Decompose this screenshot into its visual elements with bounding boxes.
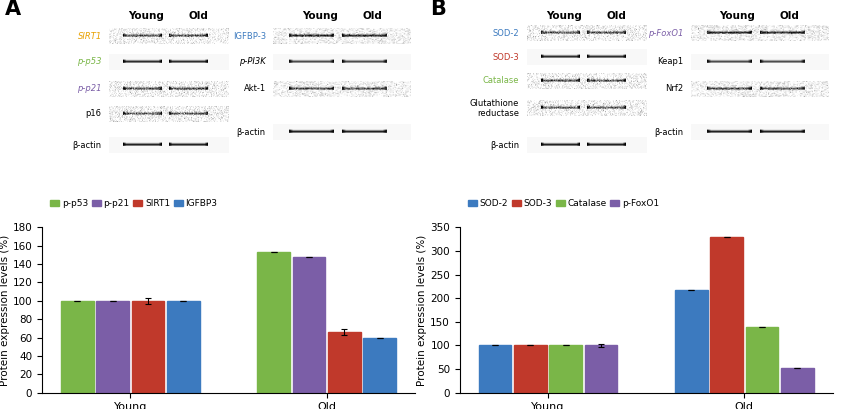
Bar <box>514 346 547 393</box>
Bar <box>257 252 290 393</box>
Text: Akt-1: Akt-1 <box>244 84 266 93</box>
Text: Young: Young <box>720 11 755 21</box>
Text: p16: p16 <box>86 109 102 118</box>
Bar <box>584 346 617 393</box>
Text: SOD-3: SOD-3 <box>493 53 520 62</box>
Bar <box>479 346 511 393</box>
Text: β-actin: β-actin <box>654 128 684 137</box>
Bar <box>167 301 199 393</box>
Text: β-actin: β-actin <box>72 141 102 150</box>
Text: Old: Old <box>606 11 627 21</box>
Text: Old: Old <box>188 11 209 21</box>
Y-axis label: Protein expression levels (%): Protein expression levels (%) <box>417 234 427 386</box>
Text: p-FoxO1: p-FoxO1 <box>648 29 684 38</box>
Text: Old: Old <box>362 11 382 21</box>
Text: Young: Young <box>302 11 338 21</box>
Bar <box>363 339 396 393</box>
Bar <box>61 301 93 393</box>
Bar <box>746 328 778 393</box>
Text: A: A <box>5 0 21 19</box>
Text: Nrf2: Nrf2 <box>665 84 684 93</box>
Text: Glutathione
reductase: Glutathione reductase <box>470 99 520 118</box>
Bar <box>132 301 164 393</box>
Text: SOD-2: SOD-2 <box>493 29 520 38</box>
Text: Keap1: Keap1 <box>658 57 684 66</box>
Text: p-p21: p-p21 <box>77 84 102 93</box>
Text: Catalase: Catalase <box>483 76 520 85</box>
Text: B: B <box>430 0 446 19</box>
Text: IGFBP-3: IGFBP-3 <box>233 32 266 41</box>
Bar <box>675 290 707 393</box>
Bar <box>781 368 813 393</box>
Legend: p-p53, p-p21, SIRT1, IGFBP3: p-p53, p-p21, SIRT1, IGFBP3 <box>46 196 221 212</box>
Bar <box>97 301 129 393</box>
Text: p-p53: p-p53 <box>77 57 102 66</box>
Text: SIRT1: SIRT1 <box>77 32 102 41</box>
Text: Old: Old <box>780 11 800 21</box>
Bar <box>293 257 325 393</box>
Bar <box>328 332 361 393</box>
Text: p-PI3K: p-PI3K <box>239 57 266 66</box>
Bar <box>549 346 582 393</box>
Legend: SOD-2, SOD-3, Catalase, p-FoxO1: SOD-2, SOD-3, Catalase, p-FoxO1 <box>464 196 663 212</box>
Text: β-actin: β-actin <box>490 141 520 150</box>
Text: Young: Young <box>546 11 582 21</box>
Text: Young: Young <box>129 11 164 21</box>
Bar <box>711 237 743 393</box>
Text: β-actin: β-actin <box>236 128 266 137</box>
Y-axis label: Protein expression levels (%): Protein expression levels (%) <box>0 234 10 386</box>
